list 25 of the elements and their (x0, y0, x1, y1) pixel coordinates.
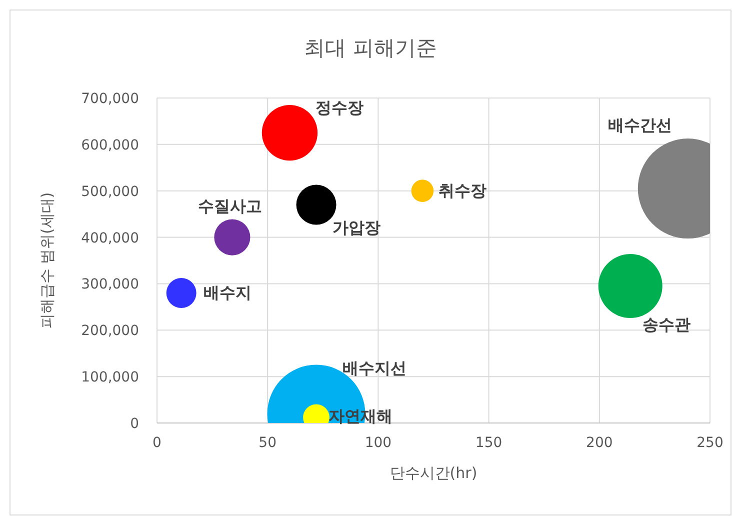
series-label: 가압장 (332, 218, 380, 237)
series-label: 취수장 (438, 180, 486, 200)
x-tick-label: 50 (258, 435, 277, 451)
x-tick-label: 0 (152, 435, 162, 451)
chart-title: 최대 피해기준 (304, 36, 437, 60)
y-tick-label: 700,000 (81, 91, 139, 107)
y-tick-label: 600,000 (81, 137, 139, 154)
y-tick-label: 300,000 (81, 276, 139, 293)
x-tick-label: 250 (696, 435, 724, 451)
y-tick-label: 100,000 (81, 370, 139, 386)
y-tick-label: 200,000 (81, 323, 139, 340)
series-label: 배수간선 (608, 116, 672, 135)
series-label: 수질사고 (198, 196, 262, 216)
x-tick-label: 200 (586, 435, 613, 451)
y-tick-label: 400,000 (81, 230, 139, 246)
series-label: 정수장 (316, 98, 364, 117)
x-tick-label: 150 (475, 435, 502, 451)
series-label: 송수관 (642, 315, 690, 334)
series-label: 배수지선 (342, 358, 406, 378)
series-label: 배수지 (203, 283, 252, 302)
y-tick-label: 500,000 (81, 184, 139, 200)
x-axis-title: 단수시간(hr) (390, 464, 478, 482)
y-axis-title: 피해급수 범위(세대) (38, 192, 56, 329)
y-tick-label: 0 (130, 416, 139, 432)
x-tick-label: 100 (364, 435, 392, 451)
